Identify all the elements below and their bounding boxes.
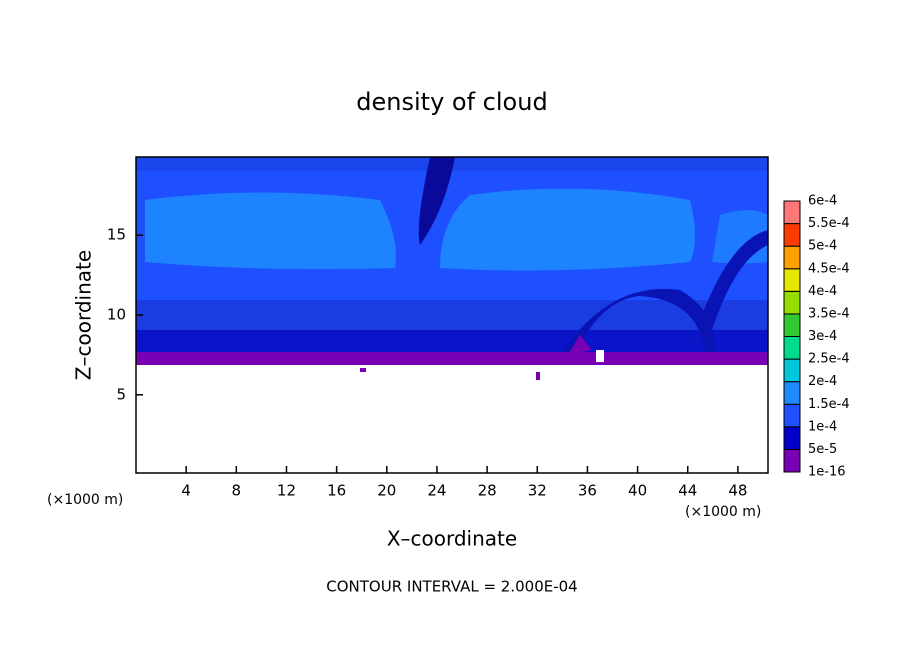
colorbar-box xyxy=(783,200,801,225)
x-tick-label: 44 xyxy=(678,482,697,500)
x-tick-label: 8 xyxy=(232,482,242,500)
colorbar-box xyxy=(783,313,801,337)
x-tick-label: 4 xyxy=(181,482,191,500)
x-tick-label: 16 xyxy=(327,482,346,500)
colorbar-box xyxy=(783,245,801,270)
colorbar-box xyxy=(783,403,801,428)
colorbar-box xyxy=(783,336,801,360)
x-axis-label: X–coordinate xyxy=(387,527,517,551)
colorbar-box xyxy=(783,268,801,292)
colorbar-label: 1.5e-4 xyxy=(808,397,850,412)
colorbar-label: 6e-4 xyxy=(808,194,837,209)
contour-field xyxy=(136,157,768,473)
colorbar-label: 5e-5 xyxy=(808,442,837,457)
colorbar-box xyxy=(783,358,801,383)
colorbar-label: 4.5e-4 xyxy=(808,261,850,276)
x-tick-label: 36 xyxy=(578,482,597,500)
colorbar-box xyxy=(783,448,801,473)
y-tick-label: 10 xyxy=(107,306,126,324)
annotation: CONTOUR INTERVAL = 2.000E-04 xyxy=(326,578,577,596)
x-tick-label: 48 xyxy=(728,482,747,500)
y-tick-label: 5 xyxy=(116,385,126,403)
colorbar-label: 3.5e-4 xyxy=(808,306,850,321)
colorbar-label: 2.5e-4 xyxy=(808,352,850,367)
colorbar-label: 3e-4 xyxy=(808,329,837,344)
y-tick-label: 15 xyxy=(107,226,126,244)
colorbar-label: 2e-4 xyxy=(808,374,837,389)
colorbar-label: 5.5e-4 xyxy=(808,216,850,231)
x-tick-label: 24 xyxy=(427,482,446,500)
x-tick-label: 20 xyxy=(377,482,396,500)
y-unit-label: (×1000 m) xyxy=(47,492,123,508)
x-tick-label: 32 xyxy=(528,482,547,500)
colorbar-box xyxy=(783,381,801,405)
y-axis-label: Z–coordinate xyxy=(72,250,96,380)
colorbar-label: 1e-4 xyxy=(808,419,837,434)
x-unit-label: (×1000 m) xyxy=(685,504,761,520)
colorbar-label: 4e-4 xyxy=(808,284,837,299)
x-tick-label: 28 xyxy=(478,482,497,500)
x-tick-label: 40 xyxy=(628,482,647,500)
chart-title: density of cloud xyxy=(356,88,547,116)
colorbar-box xyxy=(783,223,801,247)
colorbar-box xyxy=(783,426,801,450)
colorbar-label: 1e-16 xyxy=(808,465,846,480)
colorbar-label: 5e-4 xyxy=(808,239,837,254)
x-tick-label: 12 xyxy=(277,482,296,500)
colorbar-box xyxy=(783,290,801,315)
